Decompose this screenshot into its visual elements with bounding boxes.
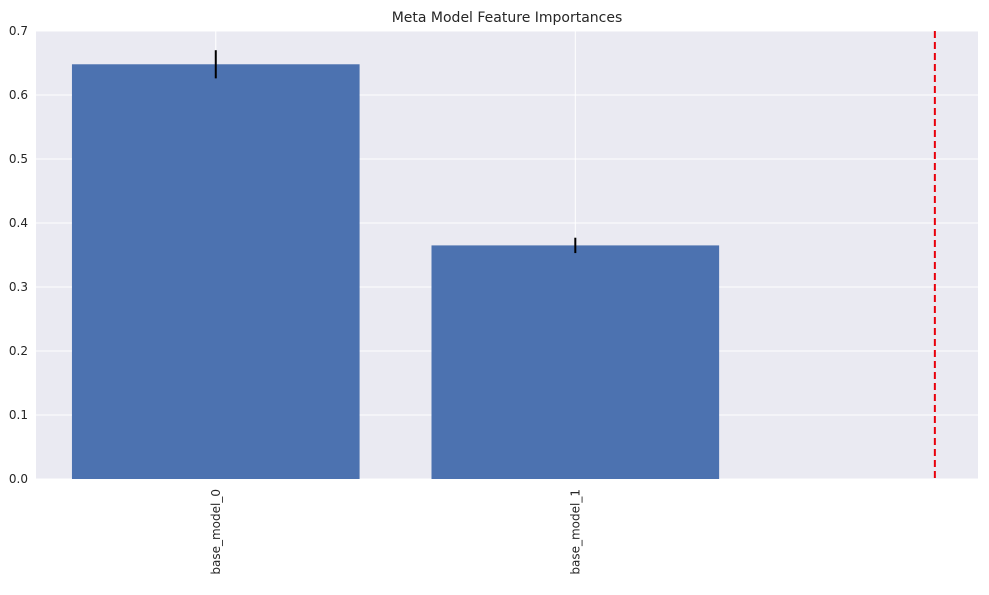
y-tick-label: 0.6 (9, 88, 28, 102)
error-bars (214, 50, 577, 254)
bar (431, 245, 720, 479)
x-tick-labels: base_model_0 base_model_1 (209, 489, 583, 575)
chart-title: Meta Model Feature Importances (392, 10, 623, 26)
bars (71, 64, 720, 479)
y-tick-label: 0.5 (9, 152, 28, 166)
y-tick-label: 0.2 (9, 344, 28, 358)
y-tick-label: 0.0 (9, 472, 28, 486)
x-tick-label: base_model_0 (209, 489, 223, 575)
bar (71, 64, 360, 479)
x-tick-label: base_model_1 (568, 489, 582, 575)
y-tick-label: 0.4 (9, 216, 28, 230)
y-tick-label: 0.7 (9, 24, 28, 38)
y-tick-labels: 0.0 0.1 0.2 0.3 0.4 0.5 0.6 0.7 (9, 24, 28, 486)
y-tick-label: 0.1 (9, 408, 28, 422)
y-tick-label: 0.3 (9, 280, 28, 294)
